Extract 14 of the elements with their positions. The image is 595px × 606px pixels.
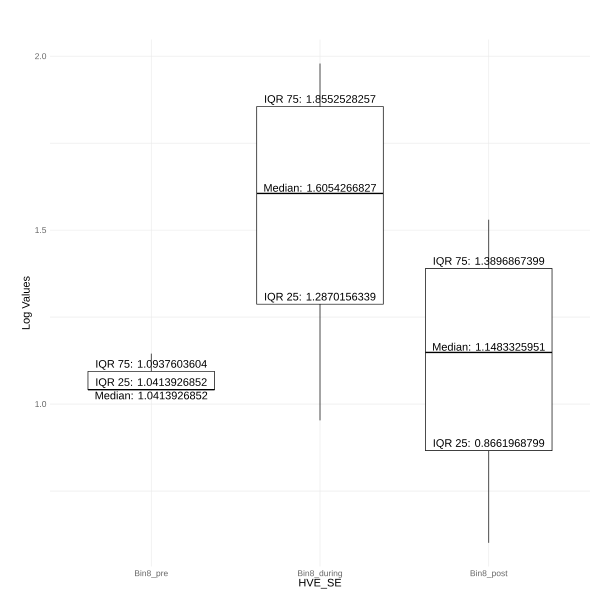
- x-tick-label: Bin8_during: [298, 570, 342, 578]
- x-tick-label: Bin8_pre: [134, 570, 168, 578]
- annotation: Median: 1.6054266827: [264, 184, 376, 192]
- annotation: Median: 1.1483325951: [433, 342, 545, 351]
- y-tick-label: 1.0: [35, 401, 46, 408]
- x-axis-title: HVE_SE: [299, 578, 342, 589]
- annotation: IQR 25: 0.8661968799: [434, 439, 544, 449]
- y-tick-label: 2.0: [35, 53, 46, 60]
- annotation: IQR 25: 1.2870156339: [265, 292, 376, 302]
- annotation: IQR 25: 1.0413926852: [96, 378, 207, 388]
- annotation: Median: 1.0413926852: [96, 391, 208, 400]
- x-tick-label: Bin8_post: [470, 570, 508, 578]
- y-axis-title: Log Values: [22, 276, 32, 330]
- y-tick-label: 1.5: [35, 227, 46, 234]
